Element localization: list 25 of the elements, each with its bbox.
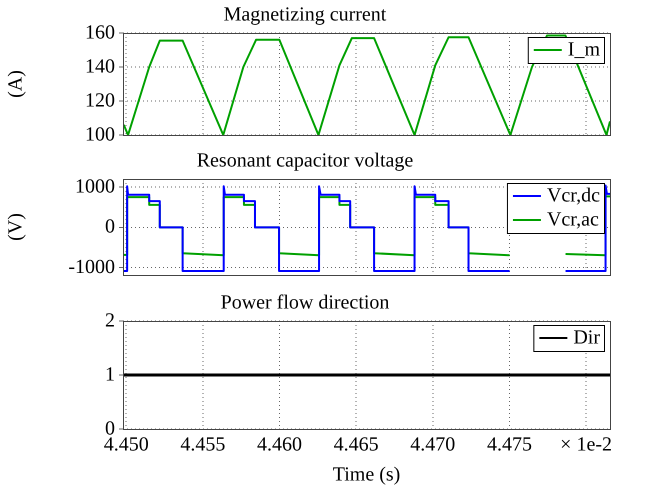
x-tick-label: 4.455 [180, 433, 226, 456]
y-tick-label: 120 [85, 89, 115, 112]
legend-label: I_m [568, 38, 600, 60]
y-tick-label: -1000 [68, 256, 115, 278]
chart-title: Power flow direction [220, 291, 390, 314]
y-tick-label: 2 [105, 309, 115, 332]
y-tick-label: 1 [105, 363, 115, 386]
x-tick-label: 4.465 [334, 433, 379, 456]
x-axis-title: Time (s) [332, 463, 400, 486]
y-axis-title: (V) [4, 213, 26, 241]
legend-label: Vcr,ac [546, 208, 599, 230]
x-tick-label: 4.475 [486, 433, 532, 456]
legend-label: Dir [573, 326, 600, 348]
x-tick-label: 4.470 [410, 433, 456, 456]
x-tick-label: × 1e-2 [560, 433, 612, 456]
y-axis-title: (A) [4, 70, 26, 98]
legend-label: Vcr,dc [546, 184, 600, 206]
x-tick-label: 4.460 [257, 433, 302, 456]
y-tick-label: 1000 [75, 175, 115, 198]
y-tick-label: 160 [85, 21, 115, 44]
chart-title: Resonant capacitor voltage [196, 149, 414, 172]
y-tick-label: 0 [105, 216, 115, 238]
y-tick-label: 140 [85, 55, 115, 78]
y-tick-label: 100 [85, 123, 115, 146]
chart-title: Magnetizing current [224, 3, 387, 26]
